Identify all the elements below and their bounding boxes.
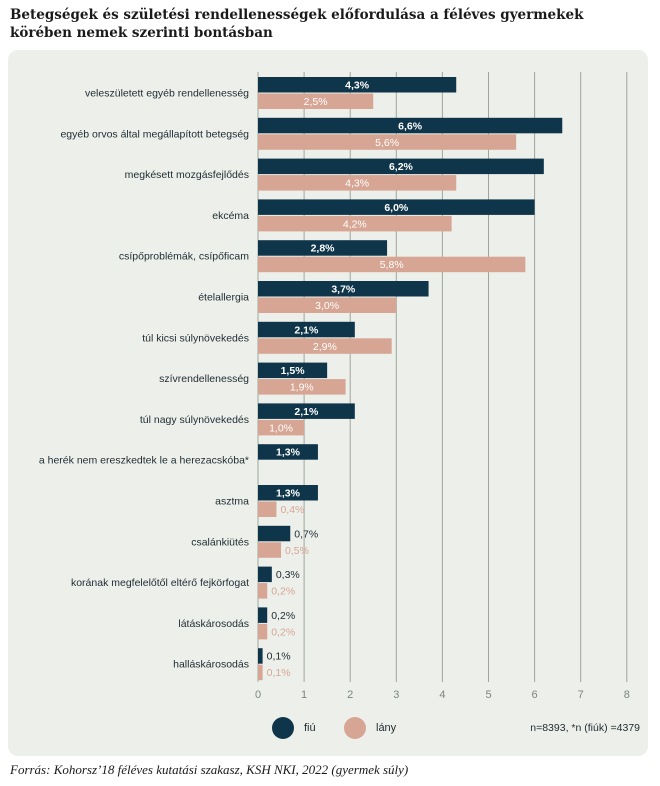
data-label-fiu: 0,7% [294,528,318,540]
bar-fiu [258,281,429,297]
bar-fiu [258,199,535,215]
data-label-lany: 3,0% [315,300,339,312]
x-tick-label: 3 [393,689,399,701]
data-label-lany: 2,9% [313,341,337,353]
data-label-fiu: 0,2% [271,610,295,622]
data-label-fiu: 0,3% [276,569,300,581]
data-label-lany: 0,1% [267,667,291,679]
bar-fiu [258,362,328,379]
category-label: halláskárosodás [173,659,249,671]
bar-lany [258,93,374,109]
data-label-fiu: 2,1% [294,324,319,336]
bar-lany [258,338,392,354]
data-label-fiu: 2,8% [311,243,336,255]
bar-fiu [258,77,457,93]
bar-fiu [258,403,355,419]
data-label-lany: 1,9% [290,382,314,394]
data-label-fiu: 0,1% [267,651,291,663]
bar-fiu [258,525,291,542]
category-label: ételallergia [198,292,249,304]
bar-lany [258,583,268,599]
data-label-fiu: 6,2% [389,161,414,173]
category-label: látáskárosodás [178,618,249,630]
legend-label-lany: lány [376,722,397,734]
x-tick-label: 8 [624,689,630,701]
category-label: csípőproblémák, csípőficam [119,251,249,263]
category-label: túl nagy súlynövekedés [140,414,249,426]
category-label: a herék nem ereszkedtek le a herezacskób… [39,455,249,467]
category-label: veleszületett egyéb rendellenesség [85,88,249,100]
bar-lany [258,542,282,558]
legend-swatch-fiu [272,717,294,739]
x-tick-label: 2 [347,689,353,701]
legend-label-fiu: fiú [304,722,316,734]
data-label-fiu: 6,0% [384,202,409,214]
bar-lany [258,501,277,517]
data-label-fiu: 3,7% [331,284,356,296]
data-label-fiu: 1,3% [276,488,301,500]
sample-size-note: n=8393, *n (fiúk) =4379 [530,722,640,734]
category-label: asztma [215,496,249,508]
category-label: egyéb orvos által megállapított betegség [60,128,249,140]
bar-chart: 0 1 2 3 4 5 6 7 8 veleszületett egyéb rendellenes… [39,72,630,701]
bar-fiu [258,117,563,134]
category-label: szívrendellenesség [159,373,249,385]
bar-lany [258,215,452,232]
data-label-lany: 1,0% [269,422,293,434]
category-label: ekcéma [212,210,249,222]
bar-fiu [258,158,544,175]
chart-title: Betegségek és születési rendellenességek… [10,7,584,41]
bar-lany [258,256,526,273]
bar-lany [258,297,397,313]
category-label: túl kicsi súlynövekedés [142,332,249,344]
bar-fiu [258,444,318,460]
category-label: csalánkiütés [191,536,249,548]
data-label-lany: 5,6% [375,137,399,149]
bar-fiu [258,240,388,256]
data-label-lany: 0,2% [271,586,295,598]
legend-item-fiu: fiú [272,716,316,740]
data-label-fiu: 1,3% [276,447,301,459]
x-tick-label: 0 [255,689,261,701]
x-tick-label: 7 [578,689,584,701]
bar-fiu [258,566,272,583]
category-label: megkésett mozgásfejlődés [125,169,249,181]
data-label-lany: 0,5% [285,545,309,557]
bar-lany [258,419,305,436]
bar-lany [258,623,268,640]
data-label-lany: 4,2% [343,218,367,230]
legend-item-lany: lány [344,716,396,740]
category-label: korának megfelelőtől eltérő fejkörfogat [71,577,249,589]
data-label-fiu: 1,5% [281,365,306,377]
x-tick-label: 4 [439,689,445,701]
legend-swatch-lany [344,717,366,739]
source-note: Forrás: Kohorsz’18 féléves kutatási szak… [10,762,409,777]
bar-lany [258,664,263,681]
bar-lany [258,379,346,395]
data-label-lany: 0,4% [280,504,304,516]
data-label-fiu: 2,1% [294,406,319,418]
data-label-lany: 2,5% [304,96,328,108]
data-label-lany: 4,3% [345,178,369,190]
x-tick-label: 1 [301,689,307,701]
x-tick-label: 6 [532,689,538,701]
data-label-lany: 0,2% [271,626,295,638]
data-label-fiu: 4,3% [345,80,370,92]
bar-lany [258,175,457,191]
bar-fiu [258,607,268,623]
bar-fiu [258,485,318,501]
x-tick-label: 5 [485,689,491,701]
bar-fiu [258,648,263,664]
data-label-lany: 5,8% [380,259,404,271]
data-label-fiu: 6,6% [398,120,423,132]
bar-fiu [258,321,355,338]
bar-lany [258,134,517,150]
